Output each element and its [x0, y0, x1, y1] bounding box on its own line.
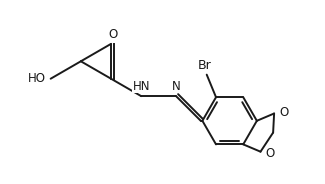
Text: O: O: [280, 106, 289, 119]
Text: HO: HO: [28, 72, 46, 85]
Text: HN: HN: [133, 80, 150, 93]
Text: N: N: [172, 80, 180, 93]
Text: O: O: [108, 28, 117, 41]
Text: Br: Br: [198, 59, 212, 72]
Text: O: O: [266, 146, 275, 160]
